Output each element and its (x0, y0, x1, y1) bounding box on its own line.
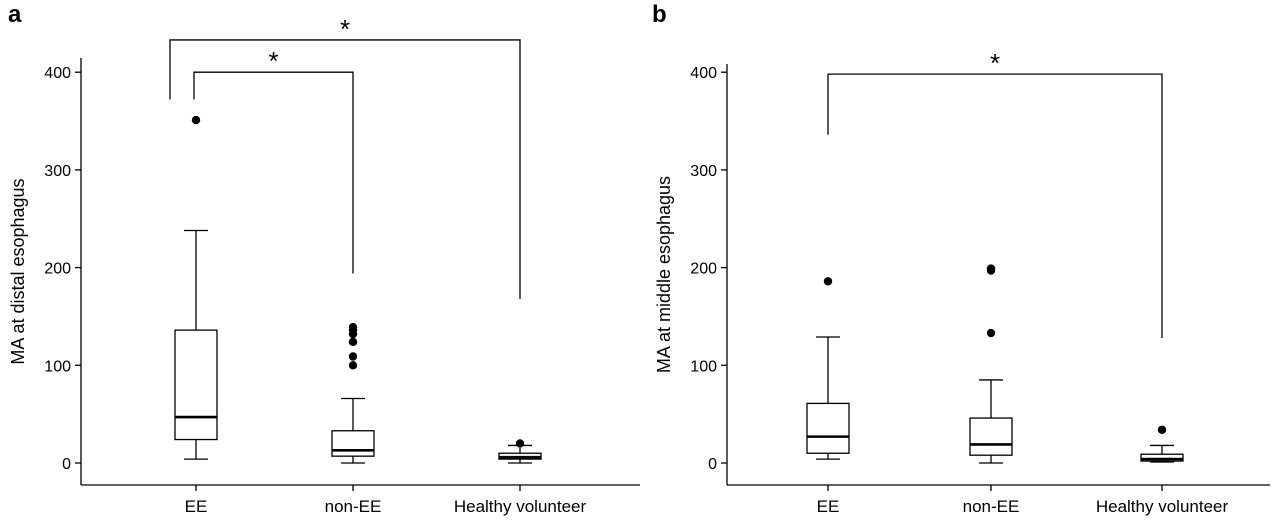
outlier-point (823, 277, 833, 286)
y-axis-title: MA at distal esophagus (8, 178, 28, 364)
significance-bracket (169, 39, 521, 299)
y-axis-title: MA at middle esophagus (654, 176, 674, 373)
significance-bracket (193, 71, 354, 274)
y-tick-label: 200 (690, 261, 717, 278)
outlier-point (515, 439, 525, 448)
panel-a: a 0 100 200 300 400 EE non-EE Healthy volunteer M… (8, 1, 640, 516)
y-tick-label: 0 (62, 456, 71, 473)
iqr-box (1140, 453, 1184, 462)
box-plot-non-ee (331, 322, 375, 464)
outlier-point (348, 352, 358, 361)
x-category-label: Healthy volunteer (454, 497, 587, 516)
x-category-label: EE (817, 497, 840, 516)
significance-star: * (268, 46, 278, 76)
outlier-point (191, 115, 201, 125)
box-plot-healthy-volunteer (498, 439, 542, 464)
box-plot-ee (174, 115, 218, 460)
outlier-point (348, 361, 358, 370)
outlier-point (348, 337, 358, 347)
box-plot-healthy-volunteer (1140, 425, 1184, 463)
y-tick-label: 300 (690, 163, 717, 180)
x-category-label: non-EE (963, 497, 1020, 516)
y-tick-label: 200 (44, 261, 71, 278)
outlier-point (986, 328, 996, 338)
significance-star: * (340, 14, 350, 44)
box-plot-ee (806, 277, 850, 460)
panel-letter: b (652, 1, 667, 28)
significance-star: * (990, 48, 1000, 78)
outlier-point (986, 264, 996, 273)
y-tick-label: 400 (690, 65, 717, 82)
y-tick-label: 0 (708, 456, 717, 473)
outlier-point (1157, 425, 1167, 434)
iqr-box (969, 417, 1013, 456)
y-tick-label: 100 (44, 358, 71, 375)
y-tick-label: 100 (690, 358, 717, 375)
panel-b: b 0 100 200 300 400 EE non-EE Healthy volunteer M… (652, 1, 1270, 516)
x-category-label: EE (185, 497, 208, 516)
significance-bracket (827, 73, 1163, 338)
iqr-box (174, 329, 218, 441)
iqr-box (806, 402, 850, 454)
panel-letter: a (8, 1, 22, 28)
x-category-label: Healthy volunteer (1096, 497, 1229, 516)
outlier-point (348, 322, 358, 332)
box-plot-non-ee (969, 264, 1013, 464)
y-tick-label: 300 (44, 163, 71, 180)
x-category-label: non-EE (325, 497, 382, 516)
iqr-box (331, 430, 375, 457)
y-tick-label: 400 (44, 65, 71, 82)
